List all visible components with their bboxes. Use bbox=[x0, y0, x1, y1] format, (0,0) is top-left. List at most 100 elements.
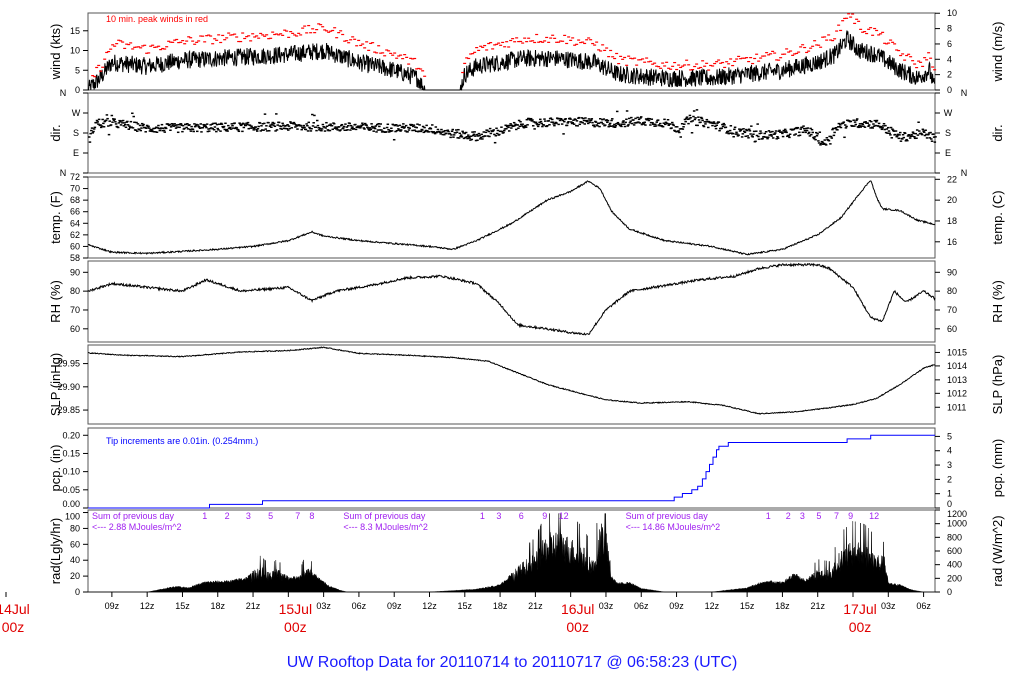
x-tick-label: 21z bbox=[246, 601, 261, 611]
rad-ylabel: rad(Lgly/hr) bbox=[48, 518, 63, 584]
rh-left-tick-label: 70 bbox=[70, 305, 80, 315]
local-hour-mark: 8 bbox=[309, 511, 314, 521]
temp-left-tick-label: 58 bbox=[70, 253, 80, 263]
pcp-right-tick-label: 1 bbox=[947, 489, 952, 499]
daily-radiation-sum-label: Sum of previous day bbox=[92, 511, 175, 521]
x-tick-label: 21z bbox=[528, 601, 543, 611]
slp-right-tick-label: 1014 bbox=[947, 361, 967, 371]
wind-ylabel-right: wind (m/s) bbox=[990, 22, 1005, 83]
dir-right-tick-label: W bbox=[944, 108, 953, 118]
temp-left-tick-label: 70 bbox=[70, 184, 80, 194]
x-tick-label: 18z bbox=[493, 601, 508, 611]
x-tick-label: 15z bbox=[458, 601, 473, 611]
wind-ylabel: wind (kts) bbox=[48, 24, 63, 81]
rh-right-tick-label: 70 bbox=[947, 305, 957, 315]
rad-left-tick-label: 60 bbox=[70, 539, 80, 549]
wind-right-tick-label: 2 bbox=[947, 70, 952, 80]
wind-left-tick-label: 5 bbox=[75, 65, 80, 75]
slp-ylabel-right: SLP (hPa) bbox=[990, 355, 1005, 415]
rh-left-tick-label: 60 bbox=[70, 324, 80, 334]
x-tick-label: 06z bbox=[352, 601, 367, 611]
daily-radiation-sum-value: <--- 2.88 MJoules/m^2 bbox=[92, 522, 182, 532]
x-tick-label: 09z bbox=[669, 601, 684, 611]
x-tick-label: 15z bbox=[175, 601, 190, 611]
rh-ylabel-right: RH (%) bbox=[990, 280, 1005, 323]
wind-left-tick-label: 15 bbox=[70, 26, 80, 36]
temp-left-tick-label: 72 bbox=[70, 172, 80, 182]
rad-right-tick-label: 1200 bbox=[947, 509, 967, 519]
rad-left-tick-label: 20 bbox=[70, 571, 80, 581]
rad-right-tick-label: 600 bbox=[947, 546, 962, 556]
slp-left-tick-label: 29.95 bbox=[57, 359, 80, 369]
dir-right-tick-label: S bbox=[945, 128, 951, 138]
dir-right-tick-label: N bbox=[961, 88, 968, 98]
temp-ylabel: temp. (F) bbox=[48, 191, 63, 244]
local-hour-mark: 1 bbox=[202, 511, 207, 521]
temp-right-tick-label: 20 bbox=[947, 195, 957, 205]
wind-left-tick-label: 10 bbox=[70, 46, 80, 56]
temp-panel-frame bbox=[87, 176, 936, 259]
slp-left-tick-label: 29.85 bbox=[57, 405, 80, 415]
date-label: 16Jul bbox=[561, 601, 594, 617]
x-tick-label: 09z bbox=[105, 601, 120, 611]
wind-panel-frame bbox=[87, 12, 936, 91]
x-tick-label: 12z bbox=[422, 601, 437, 611]
x-tick-label: 03z bbox=[881, 601, 896, 611]
chart-title: UW Rooftop Data for 20110714 to 20110717… bbox=[287, 654, 738, 671]
slp-ylabel: SLP (inHg) bbox=[48, 353, 63, 416]
local-hour-mark: 1 bbox=[766, 511, 771, 521]
temp-left-tick-label: 68 bbox=[70, 195, 80, 205]
temp-left-tick-label: 64 bbox=[70, 218, 80, 228]
pcp-left-tick-label: 0.10 bbox=[62, 467, 80, 477]
pcp-right-tick-label: 4 bbox=[947, 446, 952, 456]
rad-right-tick-label: 0 bbox=[947, 587, 952, 597]
rad-right-tick-label: 400 bbox=[947, 560, 962, 570]
wind-right-tick-label: 4 bbox=[947, 54, 952, 64]
local-hour-mark: 2 bbox=[786, 511, 791, 521]
dir-right-tick-label: N bbox=[961, 168, 968, 178]
rad-left-tick-label: 100 bbox=[65, 512, 80, 522]
pcp-right-tick-label: 0 bbox=[947, 499, 952, 509]
rad-left-tick-label: 80 bbox=[70, 523, 80, 533]
temp-left-tick-label: 62 bbox=[70, 230, 80, 240]
dir-ylabel: dir. bbox=[48, 124, 63, 141]
rh-right-tick-label: 80 bbox=[947, 286, 957, 296]
rad-ylabel-right: rad (W/m^2) bbox=[990, 515, 1005, 586]
x-tick-label: 12z bbox=[705, 601, 720, 611]
date-time-label: 00z bbox=[566, 619, 589, 635]
slp-right-tick-label: 1011 bbox=[947, 402, 966, 412]
x-tick-label: 03z bbox=[316, 601, 331, 611]
pcp-left-tick-label: 0.05 bbox=[62, 485, 80, 495]
local-hour-mark: 9 bbox=[848, 511, 853, 521]
precip-tip-annotation: Tip increments are 0.01in. (0.254mm.) bbox=[106, 436, 258, 446]
rh-left-tick-label: 80 bbox=[70, 286, 80, 296]
temp-right-tick-label: 22 bbox=[947, 174, 957, 184]
dir-right-tick-label: E bbox=[945, 148, 951, 158]
dir-left-tick-label: W bbox=[72, 108, 81, 118]
pcp-left-tick-label: 0.20 bbox=[62, 430, 80, 440]
temp-left-tick-label: 66 bbox=[70, 207, 80, 217]
date-label: 17Jul bbox=[843, 601, 876, 617]
wind-right-tick-label: 8 bbox=[947, 24, 952, 34]
x-tick-label: 15z bbox=[740, 601, 755, 611]
x-tick-label: 06z bbox=[634, 601, 649, 611]
slp-panel-frame bbox=[87, 344, 936, 425]
local-hour-mark: 7 bbox=[295, 511, 300, 521]
wind-left-tick-label: 0 bbox=[75, 85, 80, 95]
x-tick-label: 12z bbox=[140, 601, 155, 611]
local-hour-mark: 2 bbox=[225, 511, 230, 521]
local-hour-mark: 1 bbox=[480, 511, 485, 521]
rad-right-tick-label: 200 bbox=[947, 573, 962, 583]
x-tick-label: 03z bbox=[599, 601, 614, 611]
pcp-ylabel: pcp. (in) bbox=[48, 445, 63, 492]
pcp-panel-frame bbox=[87, 427, 936, 509]
wind-peak-annotation: 10 min. peak winds in red bbox=[106, 14, 208, 24]
daily-radiation-sum-label: Sum of previous day bbox=[343, 511, 426, 521]
dir-left-tick-label: E bbox=[73, 148, 79, 158]
wind-right-tick-label: 10 bbox=[947, 8, 957, 18]
wind-speed-line bbox=[88, 30, 935, 91]
x-tick-label: 06z bbox=[916, 601, 931, 611]
cumulative-precip-line bbox=[88, 434, 935, 509]
